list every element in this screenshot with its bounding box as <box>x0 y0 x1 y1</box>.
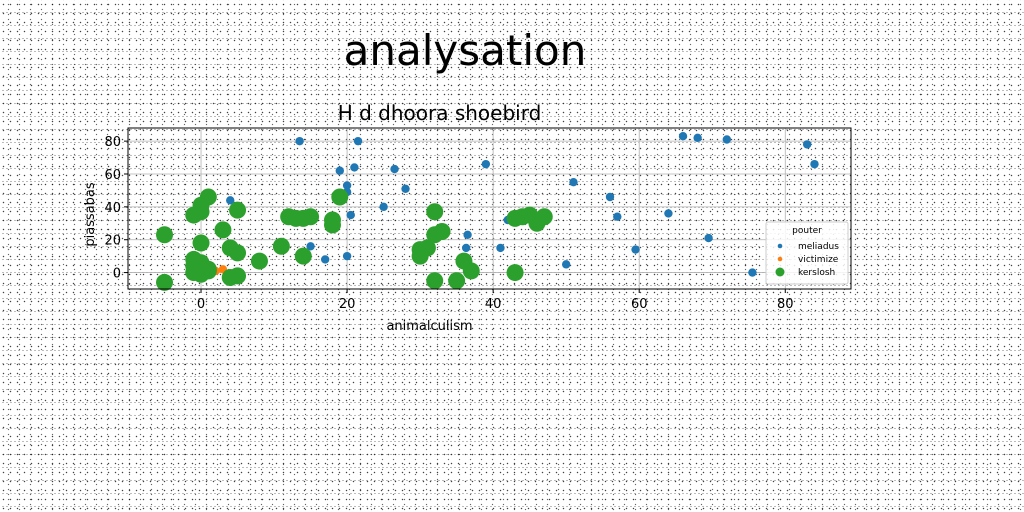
data-point-kerslosh <box>302 208 320 226</box>
legend-label-kerslosh: kerslosh <box>798 268 835 278</box>
data-point-kerslosh <box>192 203 210 221</box>
data-point-kerslosh <box>156 226 174 244</box>
data-point-meliadus <box>561 260 571 269</box>
data-point-meliadus <box>704 233 713 243</box>
data-point-kerslosh <box>229 267 247 285</box>
y-tick-label: 80 <box>104 135 121 150</box>
data-point-meliadus <box>335 166 344 175</box>
data-point-kerslosh <box>156 273 174 291</box>
data-point-kerslosh <box>229 201 247 219</box>
data-point-meliadus <box>569 178 578 187</box>
data-point-meliadus <box>306 242 315 251</box>
data-point-kerslosh <box>199 260 217 278</box>
x-tick-label: 80 <box>777 297 794 312</box>
chart-title: H d dhoora shoebird <box>338 101 542 125</box>
data-point-kerslosh <box>462 262 480 280</box>
data-point-kerslosh <box>272 237 290 255</box>
data-point-meliadus <box>379 202 388 212</box>
data-point-meliadus <box>664 209 673 218</box>
data-point-kerslosh <box>199 188 217 206</box>
legend-marker-victimize <box>777 256 783 262</box>
data-point-meliadus <box>748 268 757 277</box>
x-tick-label: 20 <box>339 297 356 312</box>
data-point-kerslosh <box>331 188 349 206</box>
x-axis-label: animalculism <box>386 319 472 334</box>
y-tick-label: 40 <box>104 201 121 216</box>
data-point-kerslosh <box>426 203 444 221</box>
data-point-meliadus <box>353 136 363 146</box>
data-point-kerslosh <box>294 247 312 265</box>
data-point-kerslosh <box>418 239 436 257</box>
data-point-meliadus <box>605 192 615 202</box>
data-point-meliadus <box>346 210 355 220</box>
data-point-meliadus <box>481 159 491 169</box>
x-tick-label: 0 <box>197 297 205 312</box>
page-title: analysation <box>343 26 587 75</box>
data-point-meliadus <box>342 181 352 190</box>
data-point-meliadus <box>496 243 505 253</box>
data-point-meliadus <box>295 136 304 146</box>
data-point-meliadus <box>390 164 399 174</box>
data-point-kerslosh <box>229 244 247 262</box>
legend-marker-meliadus <box>777 243 783 249</box>
legend-label-meliadus: meliadus <box>798 242 839 252</box>
x-tick-label: 60 <box>631 297 648 312</box>
legend-marker-kerslosh <box>775 267 785 277</box>
data-point-meliadus <box>631 245 640 254</box>
data-point-kerslosh <box>192 234 210 252</box>
y-tick-label: 0 <box>113 267 121 282</box>
data-point-meliadus <box>350 163 359 172</box>
data-point-meliadus <box>693 133 702 143</box>
data-point-kerslosh <box>433 223 451 240</box>
data-point-meliadus <box>802 140 812 149</box>
data-point-meliadus <box>613 212 622 221</box>
y-tick-label: 20 <box>104 234 121 249</box>
legend-label-victimize: victimize <box>798 255 839 265</box>
data-point-meliadus <box>461 243 471 253</box>
data-point-meliadus <box>226 196 235 205</box>
data-point-meliadus <box>810 159 819 169</box>
plot-frame <box>127 127 852 290</box>
data-point-meliadus <box>463 230 472 239</box>
data-point-kerslosh <box>506 264 524 282</box>
data-point-kerslosh <box>535 208 553 226</box>
x-tick-label: 40 <box>485 297 502 312</box>
data-point-meliadus <box>401 184 410 193</box>
data-point-kerslosh <box>250 252 268 270</box>
data-point-kerslosh <box>323 216 341 234</box>
legend-title: pouter <box>792 226 822 236</box>
y-tick-label: 60 <box>104 168 121 183</box>
data-point-meliadus <box>342 251 352 261</box>
legend-box <box>765 221 849 285</box>
data-point-meliadus <box>678 132 688 141</box>
data-point-kerslosh <box>426 272 444 290</box>
data-point-meliadus <box>722 135 732 144</box>
data-point-kerslosh <box>214 221 232 239</box>
data-point-meliadus <box>320 255 330 264</box>
y-axis-label: piassabas <box>83 182 98 247</box>
data-point-kerslosh <box>448 272 466 290</box>
